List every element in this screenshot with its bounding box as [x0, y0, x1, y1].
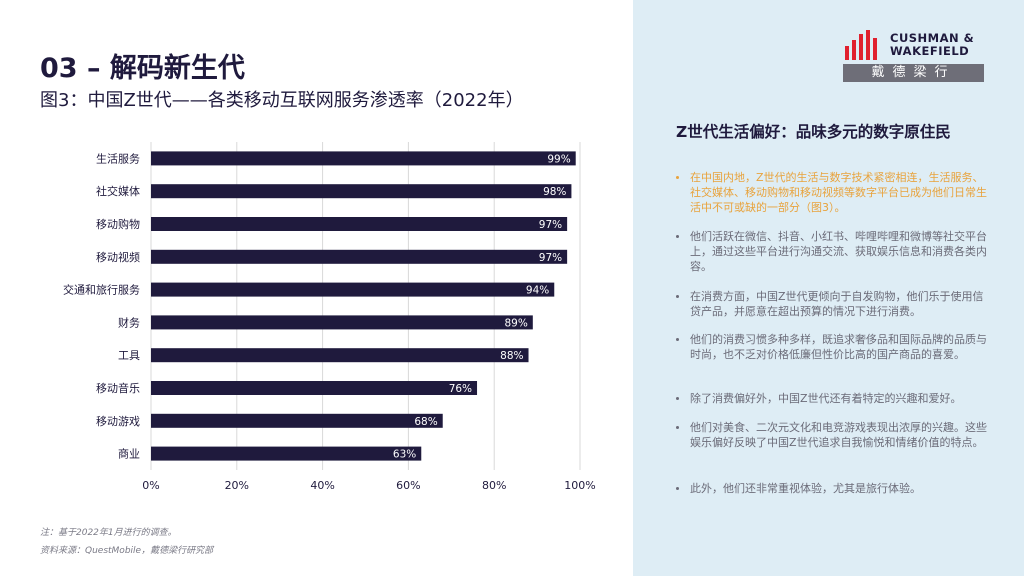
y-tick-label: 工具	[118, 349, 140, 362]
bar	[151, 348, 529, 363]
source-note: 资料来源：QuestMobile，戴德梁行研究部	[40, 546, 214, 556]
y-tick-label: 交通和旅行服务	[63, 283, 140, 297]
logo-icon	[845, 30, 877, 60]
bar	[151, 249, 568, 264]
value-label: 76%	[449, 383, 472, 395]
bullet-dot	[676, 397, 679, 400]
bullet-text: 他们的消费习惯多种多样，既追求奢侈品和国际品牌的品质与时尚，也不乏对价格低廉但性…	[690, 333, 987, 361]
bullet-text: 除了消费偏好外，中国Z世代还有着特定的兴趣和爱好。	[690, 392, 962, 405]
x-tick-label: 40%	[310, 479, 334, 492]
x-tick-label: 20%	[225, 479, 249, 492]
chart-title: 图3：中国Z世代——各类移动互联网服务渗透率（2022年）	[40, 90, 524, 111]
bullet: 除了消费偏好外，中国Z世代还有着特定的兴趣和爱好。	[676, 391, 988, 406]
bullet-text: 他们活跃在微信、抖音、小红书、哔哩哔哩和微博等社交平台上，通过这些平台进行沟通交…	[690, 230, 987, 273]
footnote: 注：基于2022年1月进行的调查。	[40, 528, 177, 538]
logo-cn: 戴德梁行	[843, 64, 984, 82]
bullet-dot	[676, 295, 679, 298]
bullet-dot	[676, 338, 679, 341]
logo-text: CUSHMAN & WAKEFIELD	[890, 32, 974, 58]
value-label: 88%	[500, 350, 523, 362]
x-tick-label: 80%	[482, 479, 506, 492]
bullet: 他们的消费习惯多种多样，既追求奢侈品和国际品牌的品质与时尚，也不乏对价格低廉但性…	[676, 332, 988, 362]
value-label: 99%	[547, 153, 570, 165]
value-label: 98%	[543, 186, 566, 198]
chart: 0% 20% 40% 60% 80% 100% 生活服务 99% 社交媒体 98% 移动购物 97% 移…	[63, 142, 596, 492]
bullet: 在消费方面，中国Z世代更倾向于自发购物，他们乐于使用信贷产品，并愿意在超出预算的…	[676, 289, 988, 319]
logo-line: CUSHMAN &	[890, 31, 975, 45]
x-tick-label: 100%	[564, 479, 595, 492]
value-label: 97%	[539, 252, 562, 264]
y-tick-label: 财务	[118, 315, 140, 329]
side-panel	[633, 0, 1024, 576]
bullet-dot	[676, 426, 679, 429]
bullet-dot	[676, 487, 679, 490]
bullet-text: 在中国内地，Z世代的生活与数字技术紧密相连，生活服务、社交媒体、移动购物和移动视…	[690, 171, 987, 214]
value-label: 68%	[414, 416, 437, 428]
bar	[151, 413, 443, 428]
bar	[151, 315, 533, 330]
bar	[151, 217, 568, 231]
y-tick-label: 社交媒体	[96, 184, 140, 198]
y-tick-label: 移动音乐	[96, 381, 140, 395]
bar	[151, 446, 422, 461]
y-tick-label: 生活服务	[96, 151, 140, 165]
value-label: 97%	[539, 219, 562, 231]
bullet: 此外，他们还非常重视体验，尤其是旅行体验。	[676, 481, 988, 496]
bullet-dot	[676, 235, 679, 238]
y-tick-label: 移动购物	[96, 217, 140, 231]
value-label: 63%	[393, 449, 416, 461]
value-label: 89%	[504, 317, 527, 329]
bullet: 他们活跃在微信、抖音、小红书、哔哩哔哩和微博等社交平台上，通过这些平台进行沟通交…	[676, 229, 988, 274]
bar	[151, 184, 572, 199]
y-tick-label: 商业	[118, 447, 140, 461]
bullet: 在中国内地，Z世代的生活与数字技术紧密相连，生活服务、社交媒体、移动购物和移动视…	[676, 170, 988, 215]
value-label: 94%	[526, 285, 549, 297]
bar	[151, 282, 555, 297]
bullet: 他们对美食、二次元文化和电竞游戏表现出浓厚的兴趣。这些娱乐偏好反映了中国Z世代追…	[676, 420, 988, 450]
x-tick-label: 0%	[142, 479, 159, 492]
slide-title: 03 – 解码新生代	[40, 53, 245, 84]
y-tick-label: 移动视频	[96, 250, 140, 264]
bar	[151, 151, 576, 166]
bullet-dot	[676, 176, 679, 179]
bar	[151, 381, 478, 395]
bullet-text: 在消费方面，中国Z世代更倾向于自发购物，他们乐于使用信贷产品，并愿意在超出预算的…	[690, 290, 984, 318]
panel-title: Z世代生活偏好：品味多元的数字原住民	[676, 123, 951, 141]
logo-line: WAKEFIELD	[890, 44, 970, 58]
y-tick-label: 移动游戏	[96, 415, 140, 428]
x-tick-label: 60%	[396, 479, 420, 492]
bullet-text: 他们对美食、二次元文化和电竞游戏表现出浓厚的兴趣。这些娱乐偏好反映了中国Z世代追…	[690, 421, 987, 449]
bullet-text: 此外，他们还非常重视体验，尤其是旅行体验。	[690, 482, 921, 495]
